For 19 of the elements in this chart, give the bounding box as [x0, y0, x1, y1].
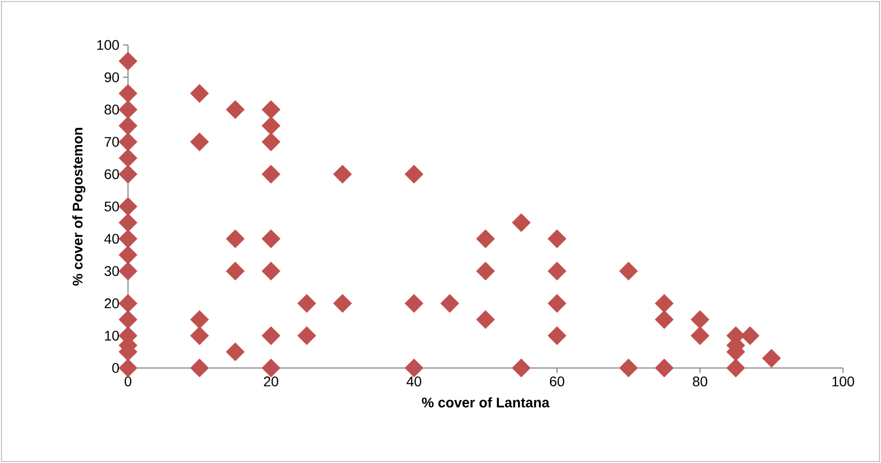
- y-tick-label: 90: [104, 72, 119, 82]
- x-tick-label: 100: [832, 376, 854, 386]
- y-tick-label: 10: [105, 330, 119, 341]
- x-axis-title: % cover of Lantana: [422, 397, 550, 408]
- y-tick-label: 50: [104, 202, 119, 212]
- y-tick-label: 40: [104, 234, 119, 244]
- x-tick-label: 80: [692, 376, 708, 386]
- y-tick-label: 80: [104, 104, 119, 115]
- x-tick-label: 40: [406, 376, 422, 386]
- x-tick-label: 60: [550, 376, 564, 386]
- y-tick-label: 20: [104, 298, 119, 308]
- y-tick-label: 100: [97, 40, 119, 50]
- y-axis-title: % cover of Pogostemon: [72, 128, 86, 286]
- x-tick-label: 0: [124, 376, 132, 386]
- x-tick-label: 20: [264, 376, 278, 386]
- y-tick-label: 60: [104, 169, 119, 180]
- y-tick-label: 70: [104, 136, 119, 147]
- y-tick-label: 30: [104, 266, 119, 276]
- y-tick-label: 0: [112, 363, 119, 373]
